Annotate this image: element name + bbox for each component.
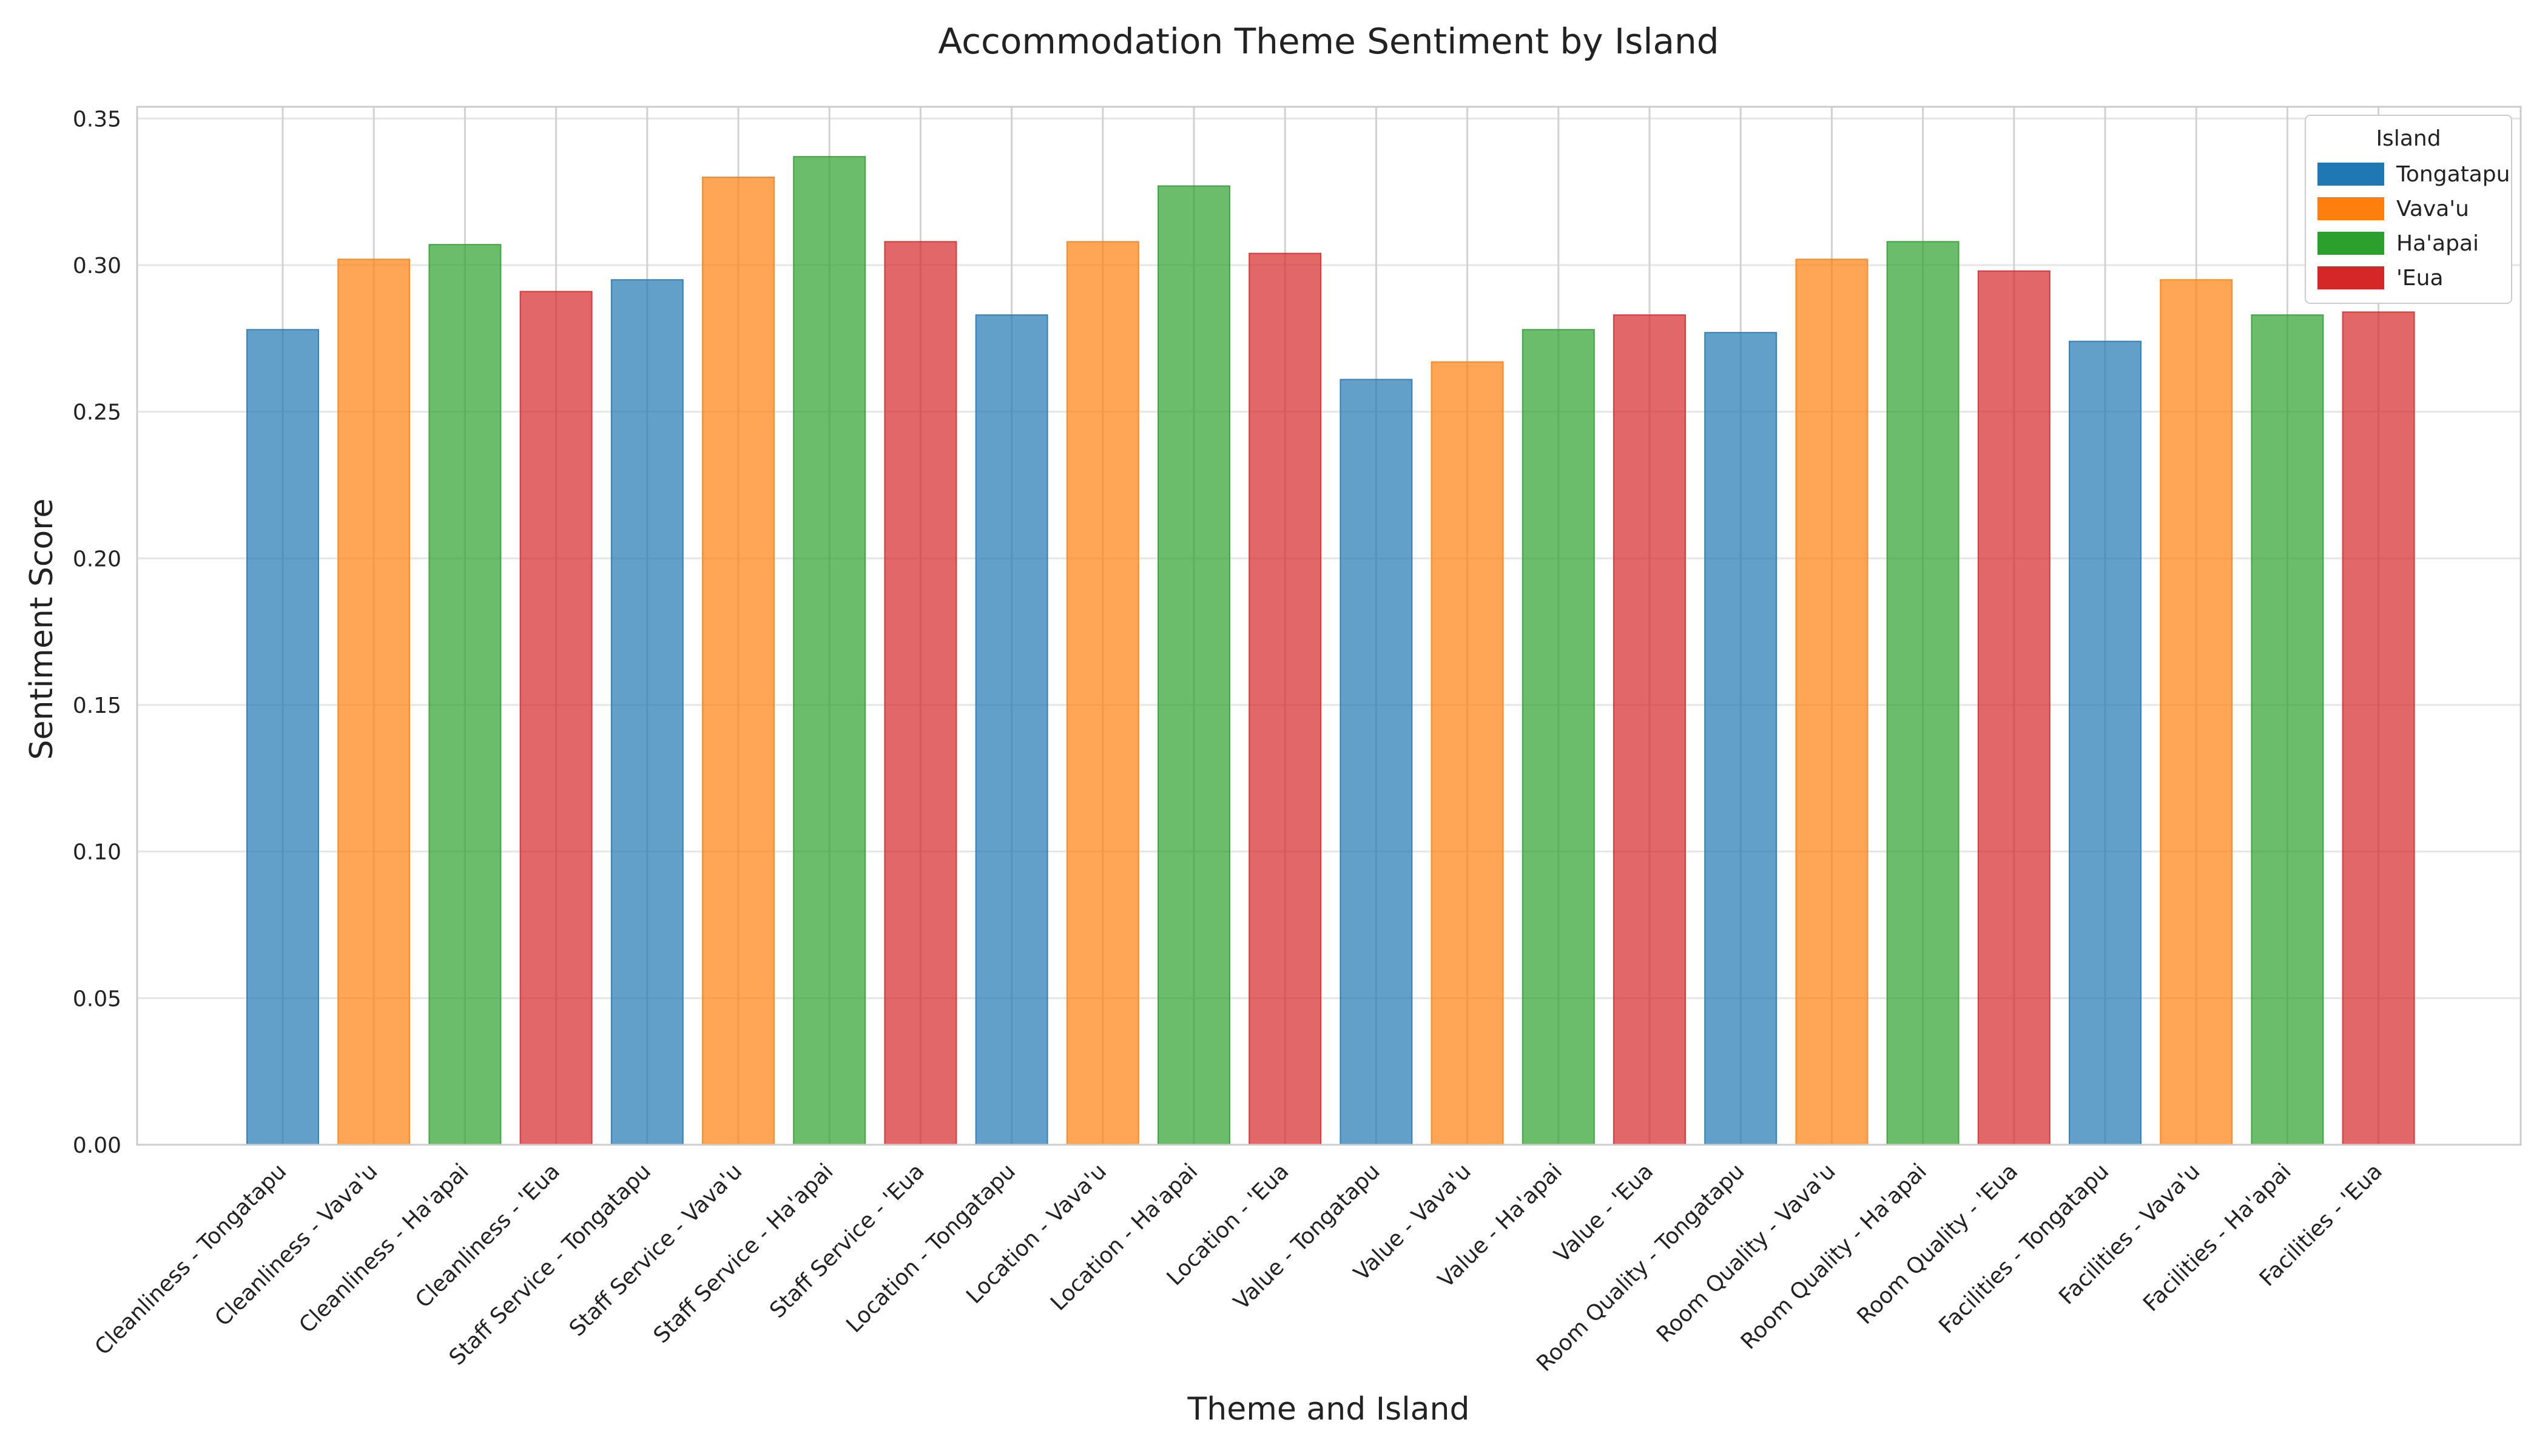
legend-label: Vava'u (2396, 197, 2469, 221)
legend-swatch (2317, 197, 2384, 220)
legend-label: Ha'apai (2396, 231, 2479, 256)
y-tick-label: 0.25 (73, 400, 121, 425)
bar (884, 241, 957, 1145)
legend-swatch (2317, 266, 2384, 289)
bar (246, 329, 319, 1145)
bar (702, 177, 775, 1145)
bar (1886, 241, 1960, 1145)
legend-swatch (2317, 232, 2384, 255)
legend-label: Tongatapu (2396, 162, 2510, 187)
chart-title: Accommodation Theme Sentiment by Island (938, 21, 1719, 62)
bar (1431, 361, 1504, 1145)
legend: Island Tongatapu Vava'u Ha'apai 'Eua (2305, 115, 2512, 304)
bars (246, 156, 2415, 1146)
bar (610, 279, 684, 1146)
bar (519, 291, 593, 1145)
legend-entries: Tongatapu Vava'u Ha'apai 'Eua (2317, 162, 2510, 291)
bar (2251, 314, 2324, 1146)
legend-label: 'Eua (2396, 266, 2444, 291)
y-axis-label: Sentiment Score (24, 499, 60, 760)
bar (1249, 252, 1322, 1146)
bar (1340, 379, 1413, 1145)
x-axis-label: Theme and Island (1187, 1391, 1470, 1427)
y-tick-label: 0.05 (73, 986, 121, 1011)
y-tick-label: 0.15 (73, 693, 121, 718)
legend-box (2305, 115, 2512, 304)
plot-frame (136, 106, 2522, 1146)
bar (428, 244, 502, 1146)
y-tick-label: 0.10 (73, 840, 121, 865)
legend-swatch (2317, 163, 2384, 186)
bar (2160, 279, 2233, 1146)
bar (1522, 329, 1595, 1145)
legend-title: Island (2376, 126, 2441, 151)
y-axis-ticks: 0.00 0.05 0.10 0.15 0.20 0.25 0.30 0.35 (73, 107, 121, 1158)
bar (1704, 332, 1778, 1146)
bar (2069, 340, 2142, 1146)
bar (1158, 185, 1230, 1145)
bar (1613, 314, 1686, 1146)
y-tick-label: 0.30 (73, 254, 121, 278)
y-tick-label: 0.20 (73, 547, 121, 571)
y-tick-label: 0.00 (73, 1133, 121, 1158)
bar (1066, 241, 1139, 1145)
bar (337, 258, 411, 1145)
bar (793, 156, 866, 1146)
y-tick-label: 0.35 (73, 107, 121, 132)
bar (975, 314, 1048, 1146)
bar (1795, 258, 1869, 1145)
bar (1977, 270, 2051, 1146)
bar (2342, 311, 2415, 1145)
